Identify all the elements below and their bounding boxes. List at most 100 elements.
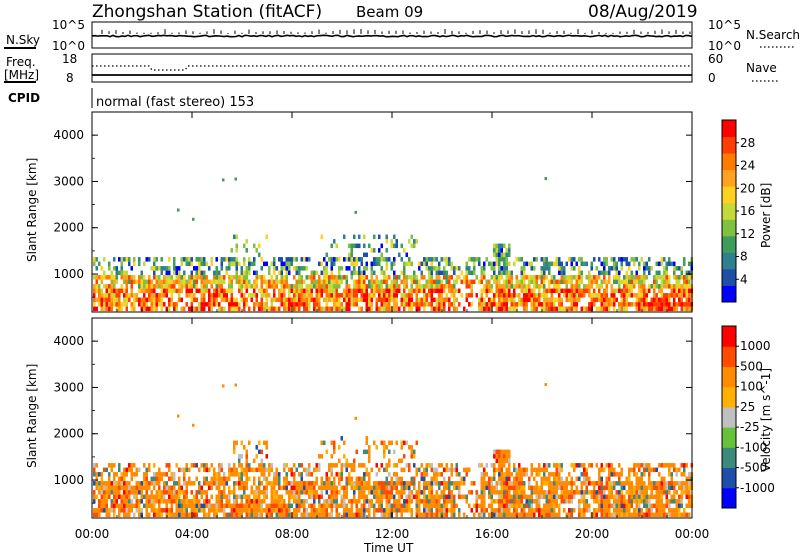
data-cell [535, 284, 538, 289]
data-cell [270, 481, 273, 486]
data-cell [548, 284, 551, 289]
data-cell [438, 288, 441, 294]
data-cell [128, 485, 131, 491]
data-cell [125, 467, 128, 473]
data-cell [335, 293, 338, 298]
data-cell [378, 288, 381, 294]
data-cell [375, 494, 378, 500]
data-cell [138, 503, 141, 509]
data-cell [385, 463, 388, 468]
data-cell [340, 436, 343, 441]
data-cell [393, 494, 396, 500]
data-cell [190, 503, 193, 509]
data-cell [345, 297, 348, 303]
data-cell [533, 275, 536, 280]
data-cell [470, 293, 473, 298]
data-cell [300, 485, 303, 491]
data-cell [423, 284, 426, 289]
data-cell [325, 503, 328, 509]
data-cell [538, 302, 541, 307]
data-cell [265, 234, 268, 240]
data-cell [673, 306, 676, 312]
data-cell [423, 499, 426, 504]
data-cell [153, 284, 156, 289]
data-cell [248, 499, 251, 504]
data-cell [120, 266, 123, 271]
data-cell [268, 512, 271, 518]
data-cell [475, 490, 478, 495]
data-cell [595, 490, 598, 495]
data-cell [583, 463, 586, 468]
data-cell [628, 490, 631, 495]
data-cell [520, 481, 523, 486]
data-cell [253, 490, 256, 495]
data-cell [543, 257, 546, 262]
data-cell [198, 499, 201, 504]
data-cell [508, 499, 511, 504]
data-cell [585, 485, 588, 491]
data-cell [288, 490, 291, 495]
data-cell [408, 306, 411, 312]
data-cell [608, 306, 611, 312]
data-cell [228, 476, 231, 482]
data-cell [643, 306, 646, 312]
data-cell [473, 512, 476, 518]
data-cell [525, 302, 528, 307]
data-cell [103, 257, 106, 262]
data-cell [628, 288, 631, 294]
colorbar-tick-label: 25 [740, 400, 755, 414]
data-cell [345, 476, 348, 482]
data-cell [240, 288, 243, 294]
data-cell [353, 293, 356, 298]
data-cell [120, 494, 123, 500]
data-cell [118, 485, 121, 491]
data-cell [243, 508, 246, 513]
data-cell [553, 275, 556, 280]
data-cell [390, 297, 393, 303]
data-cell [145, 512, 148, 518]
data-cell [253, 494, 256, 500]
data-cell [185, 494, 188, 500]
data-cell [438, 306, 441, 312]
data-cell [475, 494, 478, 500]
data-cell [125, 508, 128, 513]
data-cell [438, 297, 441, 303]
data-cell [668, 490, 671, 495]
data-cell [555, 476, 558, 482]
data-cell [683, 512, 686, 518]
data-cell [578, 503, 581, 509]
data-cell [168, 306, 171, 312]
noise-right-tick-bottom: 10^0 [708, 39, 741, 53]
data-cell [665, 270, 668, 276]
data-cell [353, 243, 356, 249]
data-cell [333, 449, 336, 455]
data-cell [283, 275, 286, 280]
data-cell [378, 279, 381, 285]
data-cell [613, 508, 616, 513]
data-cell [523, 472, 526, 477]
data-cell [528, 499, 531, 504]
data-cell [138, 279, 141, 285]
data-cell [543, 467, 546, 473]
data-cell [285, 266, 288, 271]
data-cell [118, 302, 121, 307]
data-cell [255, 490, 258, 495]
data-cell [648, 494, 651, 500]
data-cell [93, 512, 96, 518]
data-cell [638, 463, 641, 468]
data-cell [113, 257, 116, 262]
data-cell [405, 261, 408, 267]
data-cell [470, 481, 473, 486]
data-cell [550, 481, 553, 486]
data-cell [665, 306, 668, 312]
data-cell [553, 284, 556, 289]
data-cell [233, 508, 236, 513]
data-cell [653, 284, 656, 289]
data-cell [225, 288, 228, 294]
data-cell [110, 288, 113, 294]
data-cell [228, 463, 231, 468]
data-cell [333, 288, 336, 294]
data-cell [498, 248, 501, 253]
data-cell [505, 508, 508, 513]
data-cell [383, 449, 386, 455]
